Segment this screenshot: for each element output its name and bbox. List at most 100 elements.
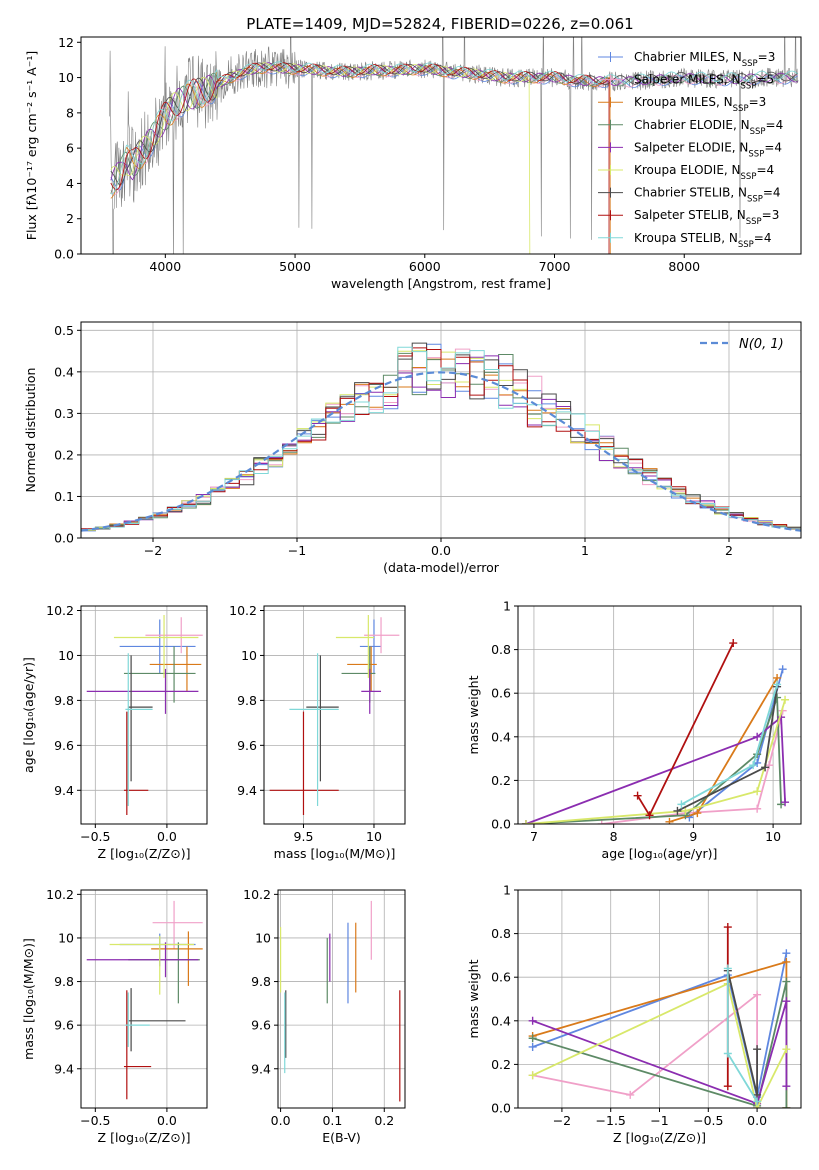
y-tick-label: 0.0 [491,817,511,832]
y-tick-label: 9.4 [251,1061,271,1076]
errorbar-chabrier-elodie [128,942,200,1004]
x-tick-label: −2 [553,1113,571,1128]
weight-point [521,820,530,824]
y-tick-label: 9.4 [237,783,257,798]
y-tick-label: 10 [58,930,74,945]
weight-point [753,1045,762,1054]
errorbar-kroupa-miles [347,646,377,692]
weight-point [753,732,762,741]
errorbar-chabrier-elodie [123,646,196,703]
y-axis-label: age [log₁₀(age/yr)] [21,657,36,773]
weight-point [782,1082,791,1091]
weight-point [749,761,758,770]
weight-series-salpeter-stelib [633,639,738,820]
y-axis-label: mass weight [466,675,481,754]
errorbar-salpeter-stelib [123,711,149,816]
x-tick-label: 0.0 [431,543,451,558]
y-tick-label: 0.6 [491,970,511,985]
x-tick-label: −1 [288,543,306,558]
y-tick-label: 10 [255,930,271,945]
x-tick-label: 0.2 [374,1113,394,1128]
errorbar-chabrier-stelib [128,988,186,1052]
x-tick-label: −0.5 [693,1113,723,1128]
legend-entry: Chabrier ELODIE, NSSP=4 [634,118,783,137]
weight-point [693,809,702,818]
plot-area [521,639,790,824]
x-axis-label: age [log₁₀(age/yr)] [602,846,718,861]
x-tick-label: 8 [610,829,618,844]
x-tick-label: 5000 [279,259,311,274]
panel-spectrum: 4000 5000 6000 7000 8000 0.0 2 4 6 8 10 12 wavelengt… [24,35,802,291]
weight-point [528,1016,537,1025]
y-tick-label: 0.5 [54,323,74,338]
weight-point [681,806,690,815]
x-tick-label: 0.1 [322,1113,342,1128]
x-tick-label: 8000 [668,259,700,274]
y-axis-label: mass weight [466,959,481,1038]
weight-point [723,964,732,973]
weight-point [528,1034,537,1043]
errorbar-chabrier-stelib [306,655,339,782]
y-tick-label: 10.2 [46,887,74,902]
errorbar-salpeter-stelib [123,990,152,1100]
y-tick-label: 9.8 [54,974,74,989]
panel-age-vs-mass: 9.5 10 9.4 9.6 9.8 10 10.2 mass [log₁₀(M/M⊙)] [229,603,406,861]
errorbar-kroupa-stelib [289,653,339,807]
errorbar-salpeter-elodie [86,668,199,714]
x-tick-label: 4000 [149,259,181,274]
panel-age-vs-Z: −0.5 0.0 9.4 9.6 9.8 10 10.2 Z [log₁₀(Z/Z⊙)] age… [21,603,208,861]
weight-point [782,997,791,1006]
x-tick-label: 2 [725,543,733,558]
weight-point [781,695,790,704]
weight-line [532,982,788,1108]
plot-area [109,37,799,254]
y-tick-label: 4 [66,176,74,191]
x-tick-label: 0.0 [747,1113,767,1128]
weight-point [773,693,782,702]
y-tick-label: 9.8 [251,974,271,989]
y-tick-label: 9.6 [54,1018,74,1033]
weight-point [782,1045,791,1054]
errorbar-salpeter-miles [145,617,203,654]
panel-weight-vs-Z: −2 −1.5 −1 −0.5 0.0 0.0 0.2 0.4 0.6 0.8 1 Z [log₁₀(… [466,883,802,1145]
y-tick-label: 0.0 [54,531,74,546]
x-axis-label: Z [log₁₀(Z/Z⊙)] [613,1130,706,1145]
y-tick-label: 0.0 [54,247,74,262]
x-axis-label: Z [log₁₀(Z/Z⊙)] [98,846,191,861]
y-tick-label: 9.6 [251,1018,271,1033]
errorbar-kroupa-miles [151,931,203,986]
weight-point [723,1082,732,1091]
weight-point [753,787,762,796]
x-tick-label: 10 [765,829,781,844]
weight-line [525,699,786,824]
errorbar-salpeter-miles [364,617,400,654]
plot-area [81,342,801,538]
y-tick-label: 0.4 [491,729,511,744]
y-tick-label: 0.3 [54,406,74,421]
weight-point [723,923,732,932]
x-axis-label: (data-model)/error [383,560,500,575]
y-tick-label: 9.6 [54,738,74,753]
x-axis-label: E(B-V) [322,1130,361,1145]
errorbar-salpeter-stelib [269,711,339,816]
weight-point [782,949,791,958]
y-tick-label: 6 [66,141,74,156]
x-tick-label: −0.5 [80,1113,110,1128]
weight-point [597,820,606,824]
weight-series-kroupa-elodie [521,695,790,824]
plot-area [86,900,203,1100]
y-tick-label: 2 [66,211,74,226]
x-axis-label: wavelength [Angstrom, rest frame] [331,276,551,291]
y-tick-label: 10 [58,648,74,663]
legend-entry: Kroupa MILES, NSSP=3 [634,95,766,114]
x-tick-label: 7000 [539,259,571,274]
weight-point [778,665,787,674]
errorbar-kroupa-stelib [125,992,150,1047]
legend-entry: Chabrier STELIB, NSSP=4 [634,186,781,205]
legend-entry: Kroupa STELIB, NSSP=4 [634,231,772,250]
y-tick-label: 0.4 [491,1013,511,1028]
legend-entry: Salpeter ELODIE, NSSP=4 [634,140,782,159]
x-tick-label: 0.0 [157,1113,177,1128]
y-tick-label: 12 [58,35,74,50]
